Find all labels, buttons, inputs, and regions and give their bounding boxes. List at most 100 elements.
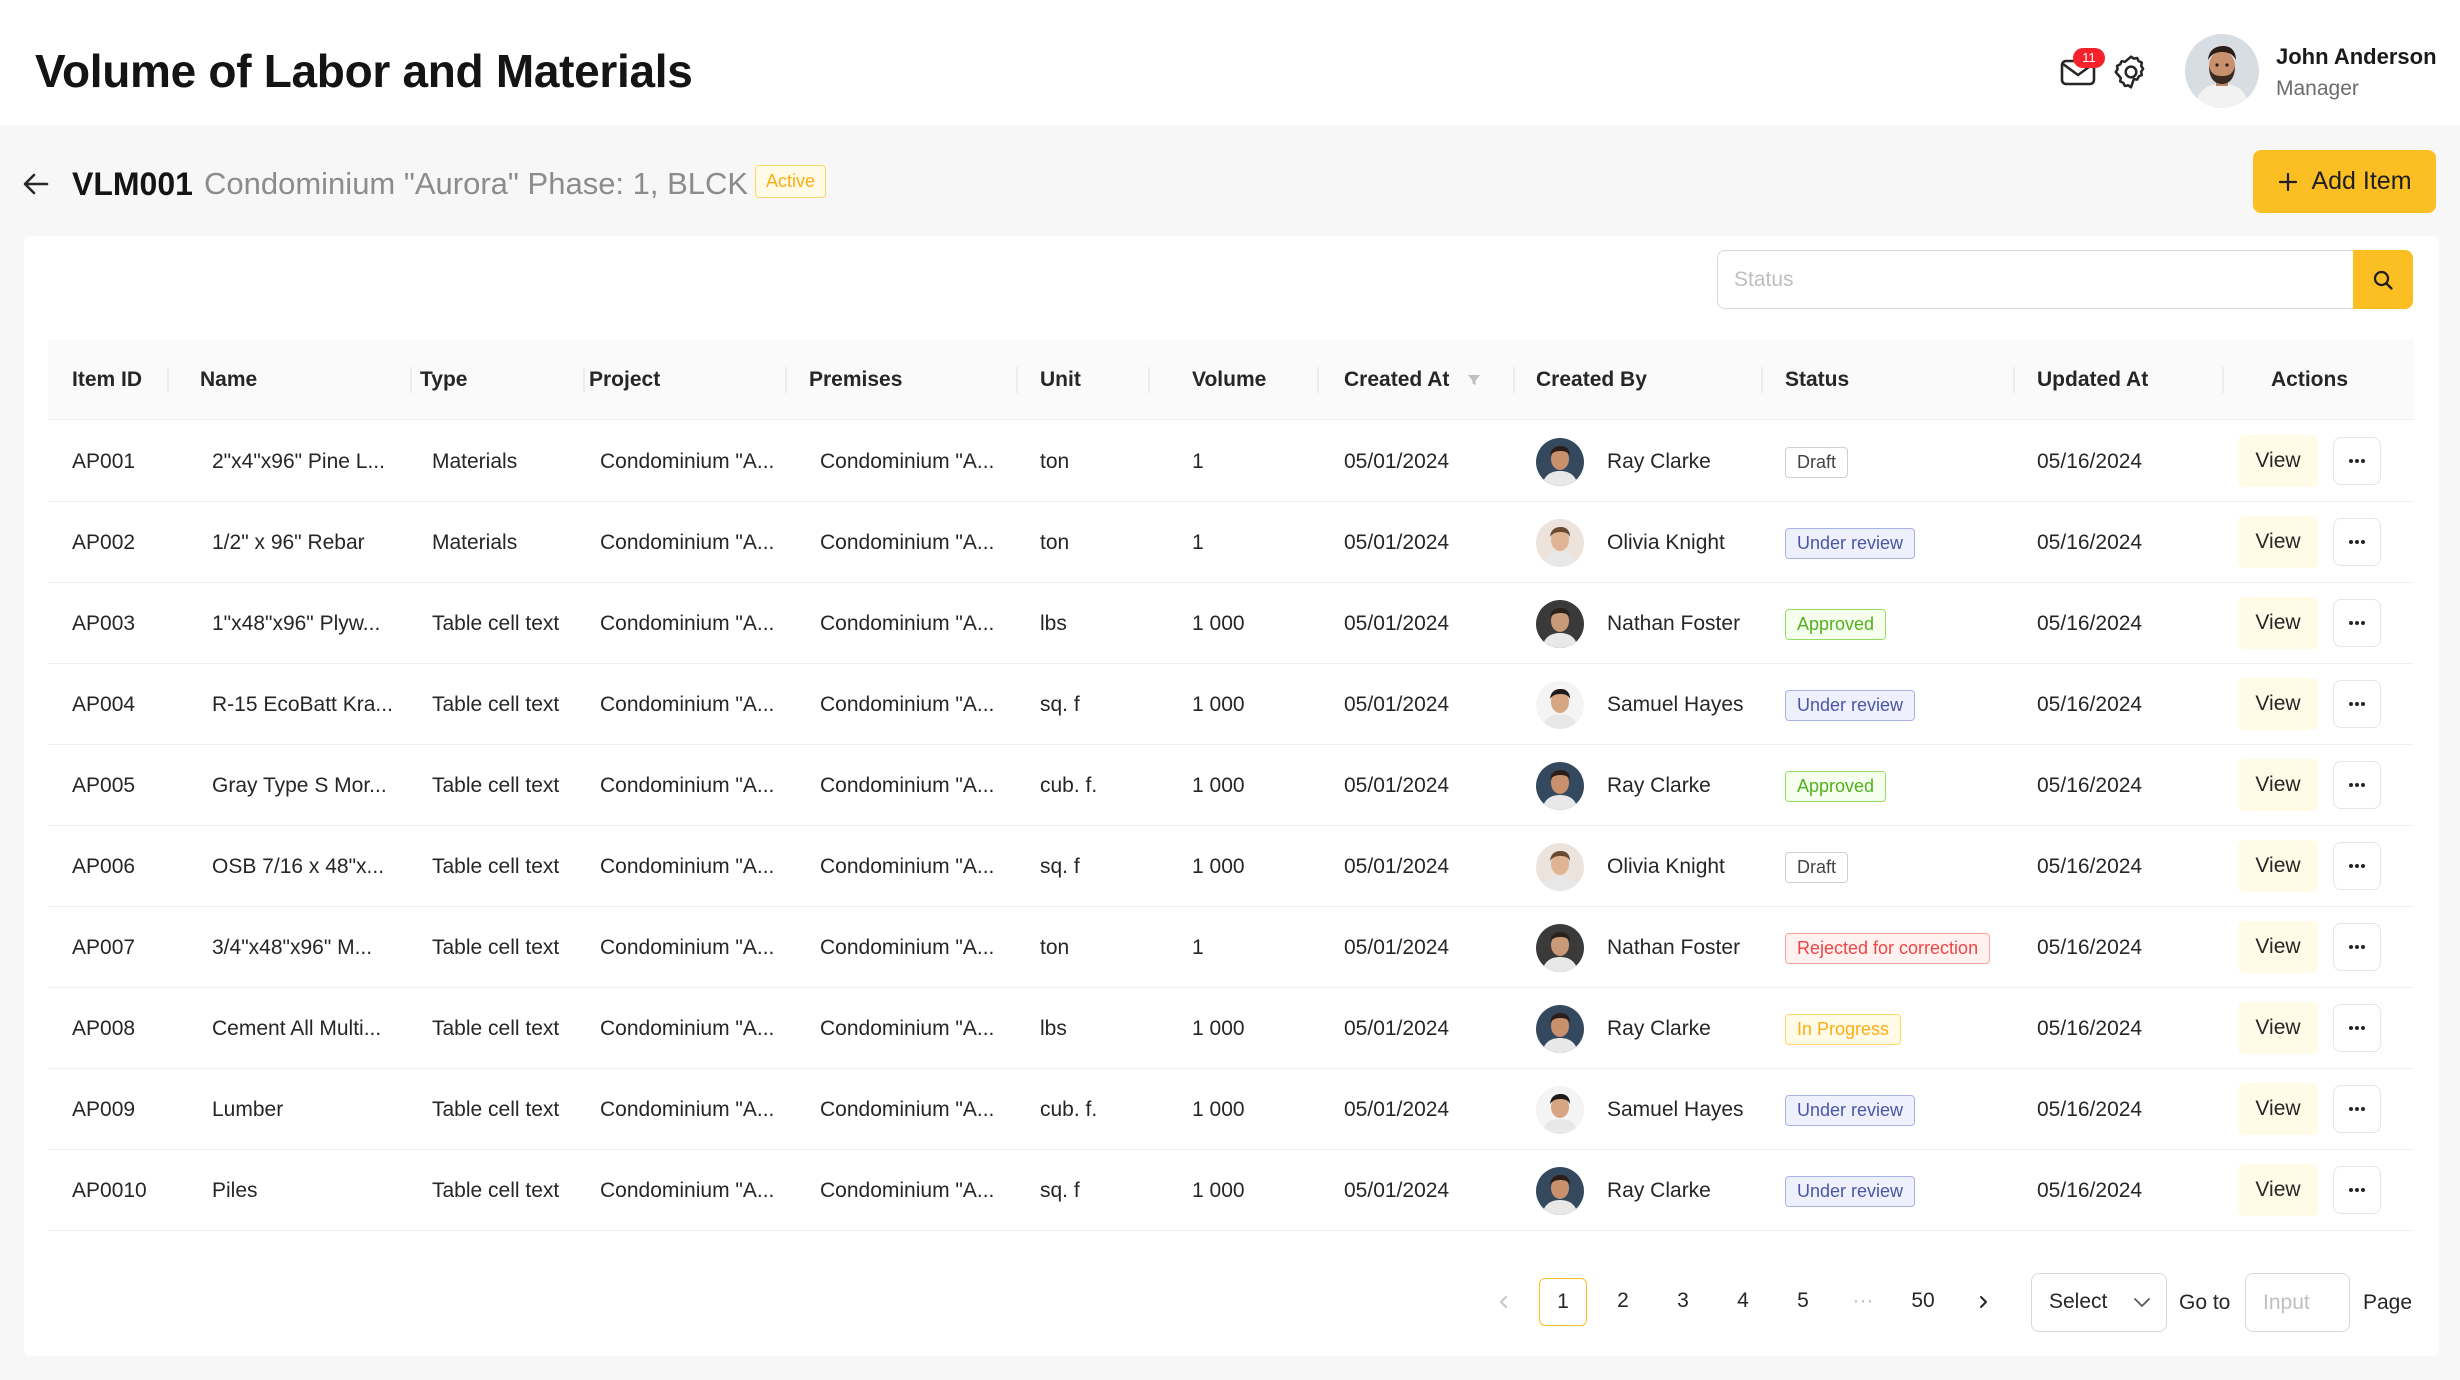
item-premises-cell: Condominium "A... [820, 450, 995, 473]
column-divider [410, 367, 412, 393]
page-ellipsis[interactable]: ··· [1852, 1289, 1874, 1312]
column-header-type[interactable]: Type [420, 368, 468, 391]
item-type-cell: Table cell text [432, 612, 560, 635]
chevron-right-icon [1980, 1296, 1987, 1308]
status-badge: Under review [1785, 528, 1916, 559]
item-volume-cell: 1 000 [1192, 1017, 1245, 1040]
item-name-cell: 3/4"x48"x96" M... [212, 936, 373, 959]
status-badge: Draft [1785, 447, 1849, 478]
table-row[interactable]: AP003 1"x48"x96" Plyw... Table cell text Co… [48, 583, 2414, 664]
status-search-input[interactable] [1717, 250, 2353, 309]
more-icon [2349, 621, 2365, 625]
item-created-by-cell: Ray Clarke [1607, 1017, 1711, 1040]
page-button-5[interactable]: 5 [1797, 1289, 1809, 1312]
view-button[interactable]: View [2238, 759, 2318, 811]
more-actions-button[interactable] [2333, 437, 2381, 485]
table-row[interactable]: AP006 OSB 7/16 x 48"x... Table cell text Co… [48, 826, 2414, 907]
table-row[interactable]: AP009 Lumber Table cell text Condominium "A… [48, 1069, 2414, 1150]
creator-avatar [1536, 1086, 1584, 1134]
table-row[interactable]: AP004 R-15 EcoBatt Kra... Table cell text C… [48, 664, 2414, 745]
add-item-label: Add Item [2311, 167, 2412, 195]
more-icon [2349, 459, 2365, 463]
table-row[interactable]: AP008 Cement All Multi... Table cell text C… [48, 988, 2414, 1069]
prev-page-button[interactable] [1480, 1278, 1528, 1326]
status-badge: Rejected for correction [1785, 933, 1991, 964]
column-header-created-by[interactable]: Created By [1536, 368, 1647, 391]
view-button[interactable]: View [2238, 1002, 2318, 1054]
item-updated-at-cell: 05/16/2024 [2037, 1098, 2143, 1121]
more-actions-button[interactable] [2333, 680, 2381, 728]
table-row[interactable]: AP001 2"x4"x96" Pine L... Materials Condomi… [48, 421, 2414, 502]
column-header-created-at[interactable]: Created At [1344, 368, 1450, 391]
page-button-last[interactable]: 50 [1911, 1289, 1935, 1312]
page-button-2[interactable]: 2 [1617, 1289, 1629, 1312]
table-header: Item ID Name Type Project Premises Unit … [48, 340, 2414, 420]
column-header-volume[interactable]: Volume [1192, 368, 1267, 391]
item-created-at-cell: 05/01/2024 [1344, 1017, 1450, 1040]
item-name-cell: R-15 EcoBatt Kra... [212, 693, 393, 716]
more-actions-button[interactable] [2333, 842, 2381, 890]
back-button[interactable] [18, 166, 54, 202]
creator-avatar [1536, 519, 1584, 567]
table-row[interactable]: AP005 Gray Type S Mor... Table cell text Co… [48, 745, 2414, 826]
table-row[interactable]: AP002 1/2" x 96" Rebar Materials Condominiu… [48, 502, 2414, 583]
add-item-button[interactable]: Add Item [2253, 150, 2436, 213]
more-actions-button[interactable] [2333, 518, 2381, 566]
view-button[interactable]: View [2238, 597, 2318, 649]
table-row[interactable]: AP007 3/4"x48"x96" M... Table cell text Con… [48, 907, 2414, 988]
more-icon [2349, 1026, 2365, 1030]
view-button[interactable]: View [2238, 678, 2318, 730]
filter-icon[interactable] [1466, 372, 1482, 388]
more-icon [2349, 702, 2365, 706]
table-card [24, 236, 2439, 1356]
column-header-status[interactable]: Status [1785, 368, 1850, 391]
page-size-select[interactable]: Select [2031, 1273, 2167, 1332]
more-actions-button[interactable] [2333, 1166, 2381, 1214]
goto-page-input[interactable] [2245, 1273, 2350, 1332]
more-actions-button[interactable] [2333, 599, 2381, 647]
item-volume-cell: 1 [1192, 531, 1204, 554]
column-header-updated-at[interactable]: Updated At [2037, 368, 2149, 391]
settings-button[interactable] [2111, 52, 2151, 92]
table-row[interactable]: AP0010 Piles Table cell text Condominium "A… [48, 1150, 2414, 1231]
column-divider [583, 367, 585, 393]
column-header-name[interactable]: Name [200, 368, 258, 391]
item-premises-cell: Condominium "A... [820, 531, 995, 554]
column-header-unit[interactable]: Unit [1040, 368, 1081, 391]
more-actions-button[interactable] [2333, 923, 2381, 971]
view-button[interactable]: View [2238, 435, 2318, 487]
column-header-project[interactable]: Project [589, 368, 661, 391]
item-name-cell: Gray Type S Mor... [212, 774, 387, 797]
item-unit-cell: sq. f [1040, 1179, 1080, 1202]
view-button[interactable]: View [2238, 516, 2318, 568]
page-button-3[interactable]: 3 [1677, 1289, 1689, 1312]
item-updated-at-cell: 05/16/2024 [2037, 450, 2143, 473]
item-id-cell: AP009 [72, 1098, 136, 1121]
item-id-cell: AP008 [72, 1017, 136, 1040]
next-page-button[interactable] [1959, 1278, 2007, 1326]
more-icon [2349, 1107, 2365, 1111]
more-actions-button[interactable] [2333, 1085, 2381, 1133]
chevron-left-icon [1500, 1296, 1507, 1308]
page-label: Page [2363, 1291, 2413, 1314]
page-button-4[interactable]: 4 [1737, 1289, 1749, 1312]
view-button[interactable]: View [2238, 1164, 2318, 1216]
view-button[interactable]: View [2238, 921, 2318, 973]
view-button[interactable]: View [2238, 1083, 2318, 1135]
item-id-cell: AP001 [72, 450, 136, 473]
more-actions-button[interactable] [2333, 1004, 2381, 1052]
user-avatar[interactable] [2185, 34, 2259, 108]
column-divider [2222, 367, 2224, 393]
more-actions-button[interactable] [2333, 761, 2381, 809]
item-created-at-cell: 05/01/2024 [1344, 693, 1450, 716]
column-header-item-id[interactable]: Item ID [72, 368, 143, 391]
search-button[interactable] [2353, 250, 2413, 309]
view-button[interactable]: View [2238, 840, 2318, 892]
item-created-by-cell: Ray Clarke [1607, 774, 1711, 797]
plus-icon [2279, 172, 2298, 191]
column-header-premises[interactable]: Premises [809, 368, 903, 391]
page-title: Volume of Labor and Materials [35, 45, 693, 97]
column-divider [785, 367, 787, 393]
item-project-cell: Condominium "A... [600, 774, 775, 797]
page-button-1[interactable]: 1 [1539, 1278, 1587, 1326]
